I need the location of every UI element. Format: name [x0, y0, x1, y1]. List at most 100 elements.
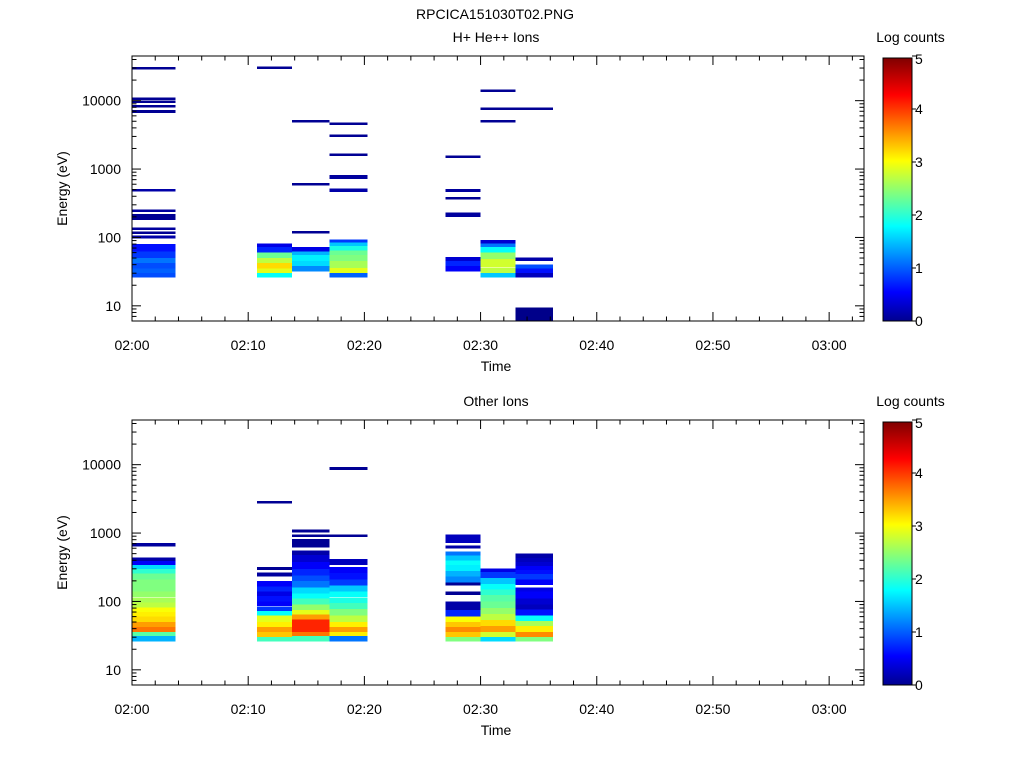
spectrogram-cell [291, 631, 330, 637]
x-tick-label: 02:50 [695, 701, 730, 717]
plot-frame [131, 55, 865, 322]
x-tick-label: 02:20 [347, 701, 382, 717]
colorbar-tick-label: 2 [915, 207, 923, 223]
x-tick-label: 02:40 [579, 701, 614, 717]
y-tick-label: 100 [98, 593, 122, 609]
y-axis-label: Energy (eV) [54, 151, 70, 226]
spectrogram-cell [480, 613, 516, 620]
spectrogram-cell [445, 555, 481, 561]
spectrogram-cell [445, 545, 481, 549]
spectrogram-cell [329, 267, 368, 274]
spectrogram-cell [329, 579, 368, 586]
spectrogram-cell [291, 625, 330, 632]
spectrogram-cell [329, 175, 368, 179]
spectrogram-cell [515, 107, 554, 110]
spectrogram-cell [515, 598, 554, 605]
spectrogram-cell [480, 584, 516, 590]
spectrogram-cell [329, 566, 368, 574]
spectrogram-cell [480, 239, 516, 244]
spectrogram-cell [515, 561, 554, 566]
colorbar: 0 1 2 3 4 5 Log counts [876, 29, 945, 329]
x-tick-label: 02:10 [231, 701, 266, 717]
spectrogram-cell [445, 591, 481, 595]
spectrogram-cell [256, 263, 292, 269]
spectrogram-cell [329, 188, 368, 193]
spectrogram-cell [256, 247, 292, 253]
x-axis: 02:00 02:10 02:20 02:30 02:40 02:50 03:00 Time [114, 56, 853, 374]
spectrogram-cell [132, 565, 176, 569]
spectrogram-cell [480, 578, 516, 584]
spectrogram-cell [480, 568, 516, 572]
spectrogram-cell [291, 266, 330, 272]
spectrogram-cell [445, 627, 481, 632]
y-axis: 10 100 1000 10000 Energy (eV) [54, 422, 864, 686]
colorbar: 0 1 2 3 4 5 Log counts [876, 393, 945, 693]
spectrogram-cell [515, 604, 554, 610]
spectrogram-cell [132, 591, 176, 598]
y-tick-label: 10000 [82, 93, 121, 109]
spectrogram-cell [132, 263, 176, 269]
spectrogram-cell [132, 557, 176, 561]
spectrogram-cell [291, 598, 330, 605]
spectrogram-cell [329, 597, 368, 603]
spectrogram-cell [329, 636, 368, 642]
spectrogram-cell [256, 596, 292, 602]
spectrogram-cell [256, 627, 292, 632]
spectrogram-cell [445, 560, 481, 566]
spectrogram-cell [329, 631, 368, 637]
colorbar-scale [882, 57, 913, 322]
spectrogram-cell [329, 153, 368, 156]
spectrogram-cell [291, 255, 330, 262]
spectrogram-cell [132, 597, 176, 603]
spectrogram-cell [256, 273, 292, 278]
spectrogram-cell [515, 569, 554, 575]
x-tick-label: 02:40 [579, 337, 614, 353]
spectrogram-cell [515, 574, 554, 580]
spectrogram-cell [256, 631, 292, 638]
spectrogram-cell [291, 636, 330, 642]
colorbar-tick-label: 4 [915, 465, 923, 481]
spectrogram-cell [515, 631, 554, 638]
spectrogram-cell [132, 209, 176, 212]
y-tick-label: 100 [98, 229, 122, 245]
x-axis: 02:00 02:10 02:20 02:30 02:40 02:50 03:00 Time [114, 420, 853, 738]
spectrogram-cell [256, 268, 292, 274]
spectrogram-cell [515, 566, 554, 570]
spectrogram-cell [291, 251, 330, 256]
y-tick-label: 10 [105, 662, 121, 678]
spectrogram-cell [515, 587, 554, 592]
colorbar-tick-label: 3 [915, 518, 923, 534]
spectrogram-cell [480, 247, 516, 253]
x-tick-label: 02:50 [695, 337, 730, 353]
spectrogram-cell [256, 615, 292, 622]
spectrogram-cell [515, 558, 554, 562]
spectrogram-cell [132, 542, 176, 547]
spectrogram-cell [132, 100, 176, 104]
spectrogram-cell [480, 619, 516, 626]
spectrogram-cell [132, 627, 176, 632]
spectrogram-cell [329, 608, 368, 616]
spectrogram-cell [132, 561, 176, 566]
spectrogram-cell [132, 268, 176, 274]
x-tick-label: 02:30 [463, 701, 498, 717]
spectrogram-cell [132, 66, 176, 70]
spectrogram-cell [329, 246, 368, 251]
spectrogram-cell [329, 134, 368, 137]
spectrogram-cell [132, 110, 176, 113]
spectrogram-cell [445, 637, 481, 642]
spectrogram-cell [329, 591, 368, 598]
spectrogram-cell [132, 612, 176, 617]
spectrogram-cell [132, 273, 176, 278]
spectrogram-cell [291, 587, 330, 594]
spectrogram-cell [480, 107, 516, 110]
colorbar-label: Log counts [876, 29, 945, 45]
spectrogram-cell [256, 580, 292, 587]
plot-frame [131, 419, 865, 686]
spectrogram-cell [132, 258, 176, 264]
spectrogram-cell [256, 601, 292, 607]
spectrogram-cell [329, 261, 368, 268]
spectrogram-cell [132, 216, 176, 220]
spectrogram-cell [291, 261, 330, 267]
spectrogram-cell [445, 261, 481, 267]
